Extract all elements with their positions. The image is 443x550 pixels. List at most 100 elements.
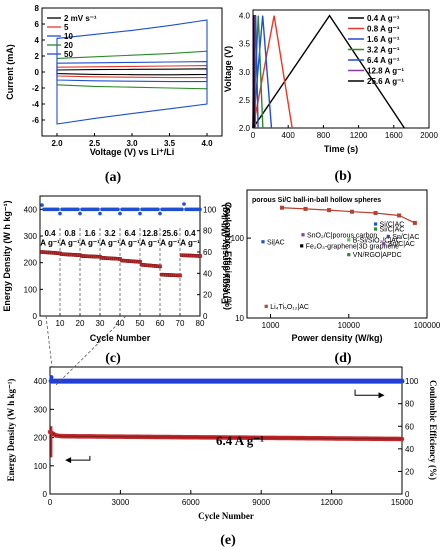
y-tick-label: 400 [34,377,48,386]
chart-d-xlabel: Power density (W/kg) [291,333,382,343]
chart-b-xlabel: Time (s) [324,144,358,154]
chart-d-title: porous Si/C ball-in-ball hollow spheres [252,197,381,204]
legend-label: 20 [64,41,73,50]
ce-point [40,203,44,207]
chart-a-xlabel: Voltage (V) vs Li⁺/Li [90,147,175,157]
ce-point [158,211,162,216]
rate-label-unit: A g⁻¹ [40,238,60,247]
y-tick-label: 8 [35,4,40,13]
rate-label-unit: A g⁻¹ [80,238,100,247]
x-tick-label: 1200 [350,131,368,140]
energy-band-core [49,431,403,440]
ce-point [96,207,100,212]
ce-point [180,207,184,212]
cv-loop-2 [56,61,208,83]
arrow-energy-head [65,457,72,464]
ce-initial-point [49,375,54,380]
y-tick-label: 200 [34,434,48,443]
cv-loop-4 [56,19,208,125]
y-tick-label: 300 [34,405,48,414]
rate-label-value: 6.4 [124,229,136,238]
panel-label-b: (b) [334,169,351,184]
y2-tick-label: 80 [405,400,414,409]
y2-tick-label: 20 [203,291,212,300]
rate-label-unit: A g⁻¹ [120,238,140,247]
x-tick-label: 6000 [182,498,200,507]
y-tick-label: 3.5 [239,40,251,49]
main-series-point [303,206,308,211]
zoom-connector-left [45,315,53,368]
rate-label-unit: A g⁻¹ [140,238,160,247]
y-tick-label: 4.0 [239,12,251,21]
ce-point [182,202,186,206]
ref-point [347,238,351,242]
rate-label-value: 0.8 [64,229,76,238]
gcd-curve-1 [252,15,293,129]
ref-label: Si/C|AC [380,226,405,233]
y-tick-label: 300 [24,232,38,241]
gcd-curve-2 [252,15,273,129]
x-tick-label: 20 [76,319,85,328]
legend-label: 6.4 A g⁻¹ [367,56,400,65]
y-tick-label: 0 [33,312,38,321]
chart-b-ylabel: Voltage (V) [223,46,233,92]
gcd-curve-0 [252,14,405,129]
x-tick-label: 3.0 [126,139,138,148]
ref-label: Sn/C|AC [392,234,419,241]
y2-tick-label: 40 [203,269,212,278]
y-tick-label: 4 [35,36,40,45]
rate-label-unit: A g⁻¹ [160,238,180,247]
y-tick-label: 0 [43,490,48,499]
ce-point [78,211,82,216]
ref-point [347,253,351,257]
x-tick-label: 80 [196,319,205,328]
y-tick-label: -6 [32,116,40,125]
y-tick-label: 3.0 [239,68,251,77]
ref-label: SnO₂/C|porous carbon [307,232,377,239]
ref-label: B-Si/SiO₂/C|AC [353,237,401,244]
main-series-point [350,209,355,214]
x-tick-label: 1000 [262,321,280,330]
arrow-energy-line [71,455,91,461]
chart-c-ylabel: Energy Density (W h kg⁻¹) [2,200,12,311]
x-tick-label: 60 [156,319,165,328]
chart-d-frame [246,189,428,319]
y-tick-label: 2.0 [239,124,251,133]
rate-label-value: 1.6 [84,229,96,238]
panel-label-a: (a) [105,170,122,185]
x-tick-label: 30 [96,319,105,328]
y-tick-label: 2 [35,52,40,61]
x-tick-label: 10000 [338,321,361,330]
chart-e-ylabel: Energy Density (W h kg⁻¹) [6,379,16,482]
rate-label-value: 0.4 [44,229,56,238]
rate-label-value: 25.6 [162,229,178,238]
y-tick-label: 100 [34,462,48,471]
chart-c: 0 10 20 30 40 50 60 70 8001002003004000204060801… [2,195,233,366]
x-tick-label: 12000 [320,498,343,507]
x-tick-label: 2000 [420,131,438,140]
ref-point [300,244,304,248]
ref-point [264,304,268,308]
y2-tick-label: 80 [203,227,212,236]
ref-point [301,233,305,237]
y2-tick-label: 60 [203,248,212,257]
chart-e-frame [49,366,403,495]
x-tick-label: 0 [38,319,43,328]
chart-a-frame [41,7,223,137]
ref-label: Fe₂O₃-graphene|3D graphene [306,243,399,250]
x-tick-label: 15000 [391,498,414,507]
y-tick-label: 100 [231,234,245,243]
x-tick-label: 2.5 [89,139,101,148]
legend-label: 50 [64,50,73,59]
main-series-point [397,213,402,218]
x-tick-label: 40 [116,319,125,328]
y2-tick-label: 100 [203,205,217,214]
y-tick-label: 6 [35,20,40,29]
main-series-point [373,211,378,216]
x-tick-label: 1600 [385,131,403,140]
x-tick-label: 2.0 [51,139,63,148]
x-tick-label: 9000 [252,498,270,507]
rate-label-unit: A g⁻¹ [180,238,200,247]
x-tick-label: 10 [56,319,65,328]
rate-label-value: 12.8 [142,229,158,238]
